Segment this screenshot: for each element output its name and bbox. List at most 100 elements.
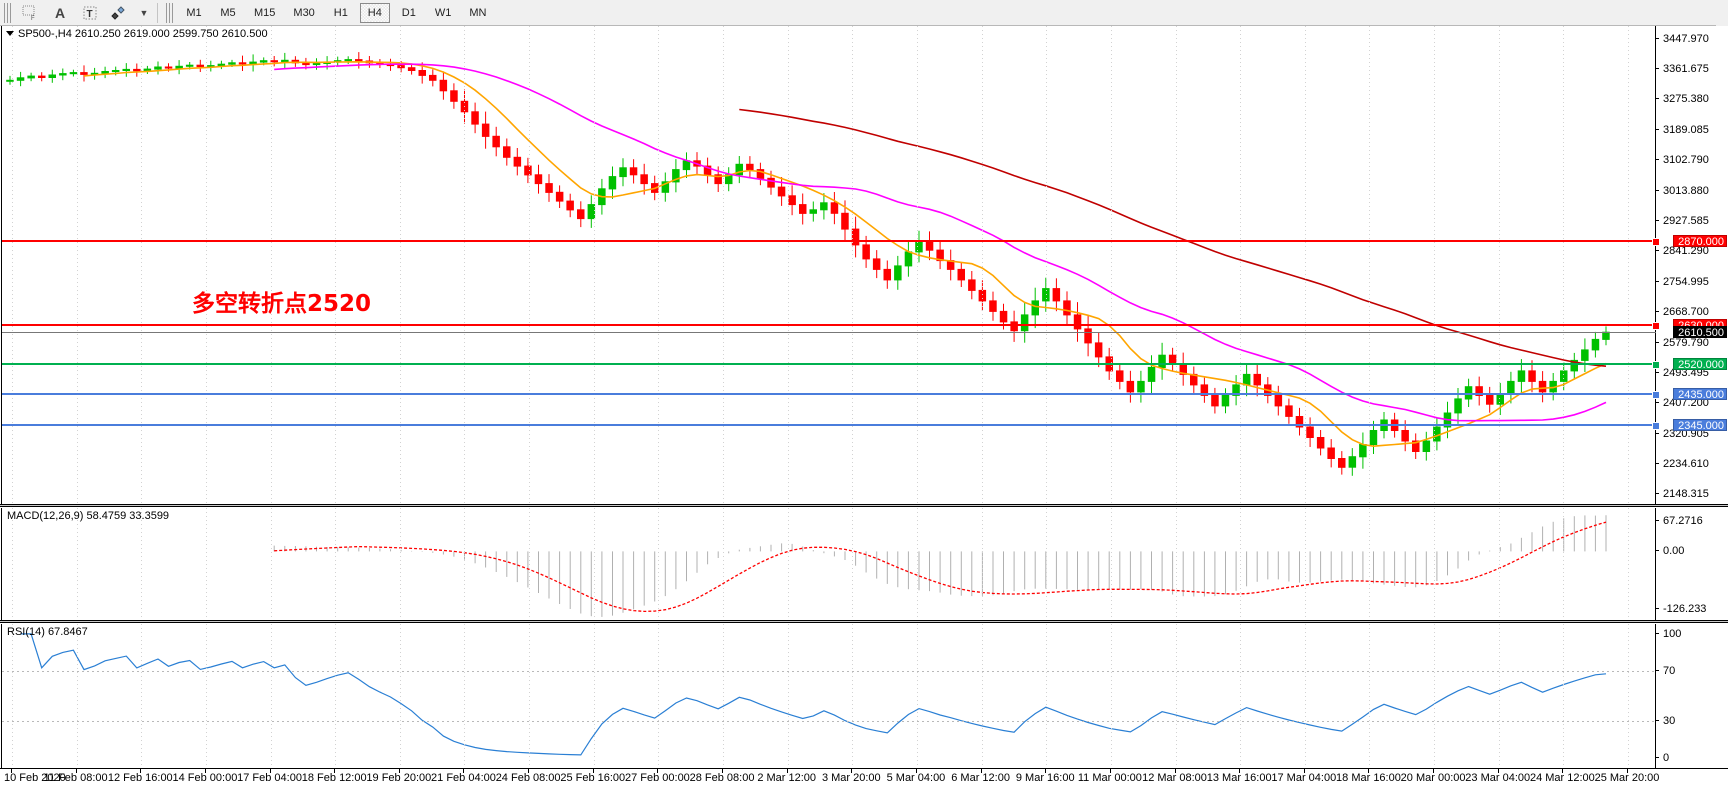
gridline xyxy=(658,508,660,620)
time-tick xyxy=(1433,769,1435,773)
timeframe-m1[interactable]: M1 xyxy=(186,6,202,19)
level-line-support-2435[interactable] xyxy=(2,390,1660,399)
price-tick: 3189.085 xyxy=(1656,124,1728,136)
price-tick: 3361.675 xyxy=(1656,63,1728,75)
rsi-tick: 100 xyxy=(1656,628,1728,640)
time-tick xyxy=(1174,769,1176,773)
timeframe-mn[interactable]: MN xyxy=(469,6,487,19)
crosshair-icon[interactable]: F xyxy=(16,1,44,25)
time-tick xyxy=(592,769,594,773)
gridline xyxy=(1434,508,1436,620)
rsi-tick: 30 xyxy=(1656,715,1728,727)
timeframe-h4[interactable]: H4 xyxy=(359,2,390,23)
time-tick xyxy=(1045,769,1047,773)
rsi-plot[interactable] xyxy=(2,624,1656,768)
gridline xyxy=(787,508,789,620)
price-plot[interactable] xyxy=(2,26,1656,504)
timeframe-m5[interactable]: M5 xyxy=(220,6,236,19)
time-label: 6 Mar 12:00 xyxy=(951,772,1010,784)
gridline xyxy=(1563,26,1565,504)
time-tick xyxy=(269,769,271,773)
macd-pane[interactable]: MACD(12,26,9) 58.4759 33.3599 67.2716 0.0… xyxy=(1,508,1728,620)
shapes-icon[interactable] xyxy=(106,1,134,25)
level-handle[interactable] xyxy=(1652,360,1660,369)
time-tick xyxy=(1368,769,1370,773)
time-label: 19 Feb 20:00 xyxy=(366,772,432,784)
ma-mid-line xyxy=(274,63,1607,422)
gridline xyxy=(1563,624,1565,768)
price-pane[interactable]: SP500-,H4 2610.250 2619.000 2599.750 261… xyxy=(1,26,1728,504)
time-tick xyxy=(75,769,77,773)
level-handle[interactable] xyxy=(1652,422,1660,431)
timeframe-m15[interactable]: M15 xyxy=(254,6,276,19)
gridline xyxy=(1046,624,1048,768)
time-tick xyxy=(657,769,659,773)
gridline xyxy=(1240,26,1242,504)
rsi-axis[interactable]: 100 70 30 0 xyxy=(1655,624,1728,768)
gridline xyxy=(399,624,401,768)
gridline xyxy=(1628,26,1629,504)
gridline xyxy=(981,624,983,768)
level-line-support-2345[interactable] xyxy=(2,422,1660,431)
rsi-level-70 xyxy=(2,671,1656,673)
toolbar: F A T ▼ M1 M5 M15 M30 H1 H4 D1 W1 MN xyxy=(0,0,1728,26)
price-tick: 2668.700 xyxy=(1656,306,1728,318)
price-tag-support-2345[interactable]: 2345.000 xyxy=(1673,419,1727,432)
timeframe-w1[interactable]: W1 xyxy=(434,6,452,19)
gridline xyxy=(852,26,854,504)
chevron-down-icon[interactable]: ▼ xyxy=(139,7,149,18)
toolbar-grip[interactable] xyxy=(4,2,11,23)
level-handle[interactable] xyxy=(1652,238,1660,247)
macd-axis[interactable]: 67.2716 0.00 -126.233 xyxy=(1655,508,1728,620)
timeframe-m30[interactable]: M30 xyxy=(293,6,315,19)
level-handle[interactable] xyxy=(1652,390,1660,399)
time-tick xyxy=(786,769,788,773)
macd-tick: 0.00 xyxy=(1656,545,1728,557)
price-tag-last-price-2610[interactable]: 2610.500 xyxy=(1673,326,1727,339)
time-label: 17 Feb 04:00 xyxy=(237,772,302,784)
level-line-resistance-2630[interactable] xyxy=(2,322,1660,331)
window-scrollbar[interactable] xyxy=(1716,0,1728,26)
price-tag-pivot-2520[interactable]: 2520.000 xyxy=(1673,357,1727,371)
pane-separator-1[interactable] xyxy=(0,504,1728,507)
level-handle[interactable] xyxy=(1652,322,1660,331)
price-tag-support-2435[interactable]: 2435.000 xyxy=(1673,387,1727,401)
time-label: 20 Mar 00:00 xyxy=(1400,772,1466,784)
pane-separator-2[interactable] xyxy=(0,620,1728,623)
macd-plot[interactable] xyxy=(2,508,1656,620)
price-tick: 2148.315 xyxy=(1656,488,1728,500)
gridline xyxy=(916,26,918,504)
gridline xyxy=(12,26,13,504)
time-tick xyxy=(11,769,12,773)
time-axis[interactable]: 10 Feb 2020 11 Feb 08:00 12 Feb 16:00 14 Fe… xyxy=(0,768,1728,790)
gridline xyxy=(593,624,595,768)
collapse-icon[interactable] xyxy=(6,31,14,36)
gridline xyxy=(12,624,13,768)
chart-annotation-text[interactable]: 多空转折点2520 xyxy=(192,291,372,317)
gridline xyxy=(1628,508,1629,620)
rsi-series-svg xyxy=(20,633,1607,756)
gridline xyxy=(1498,26,1500,504)
rsi-pane[interactable]: RSI(14) 67.8467 100 70 30 0 xyxy=(1,624,1728,768)
text-label-icon[interactable]: A xyxy=(54,4,66,21)
price-axis[interactable]: 3447.970 3361.675 3275.380 3189.085 3102.790… xyxy=(1655,26,1728,504)
timeframe-d1[interactable]: D1 xyxy=(401,6,416,19)
gridline xyxy=(852,624,854,768)
gridline xyxy=(76,508,78,620)
gridline xyxy=(1304,508,1306,620)
price-tick: 2234.610 xyxy=(1656,458,1728,470)
timeframe-h1[interactable]: H1 xyxy=(333,6,348,19)
level-line-pivot-2520[interactable] xyxy=(2,360,1660,369)
gridline xyxy=(1434,26,1436,504)
text-box-icon[interactable]: T xyxy=(76,1,104,25)
time-label: 12 Feb 16:00 xyxy=(107,772,173,784)
svg-text:T: T xyxy=(87,9,93,20)
time-tick xyxy=(915,769,917,773)
level-line-resistance-2870[interactable] xyxy=(2,238,1660,247)
macd-tick: 67.2716 xyxy=(1656,515,1728,527)
toolbar-divider xyxy=(157,2,158,23)
price-tag-resistance-2870[interactable]: 2870.000 xyxy=(1673,235,1727,248)
timeframe-grip[interactable] xyxy=(166,2,173,23)
gridline xyxy=(205,26,207,504)
time-tick xyxy=(1627,769,1628,773)
